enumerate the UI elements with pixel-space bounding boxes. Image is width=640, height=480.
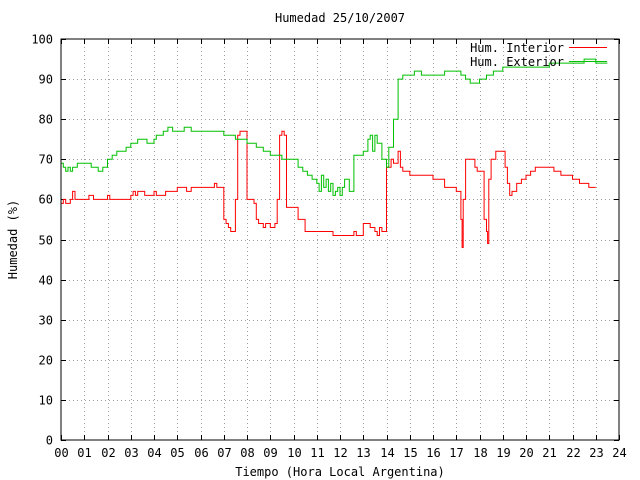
x-axis-label: Tiempo (Hora Local Argentina) (235, 465, 445, 479)
x-tick-label: 20 (519, 446, 533, 460)
y-tick-label: 100 (31, 33, 53, 47)
y-tick-label: 70 (39, 153, 53, 167)
x-tick-label: 06 (194, 446, 208, 460)
y-tick-label: 0 (46, 434, 53, 448)
grid-lines (61, 39, 619, 440)
data-lines (61, 58, 608, 248)
x-tick-label: 18 (473, 446, 487, 460)
y-tick-label: 60 (39, 193, 53, 207)
x-tick-label: 23 (589, 446, 603, 460)
series-line-exterior (61, 58, 608, 196)
x-tick-label: 00 (54, 446, 68, 460)
y-axis-label: Humedad (%) (6, 200, 20, 279)
y-tick-label: 50 (39, 234, 53, 248)
x-tick-label: 01 (77, 446, 91, 460)
x-tick-label: 08 (240, 446, 254, 460)
x-tick-label: 05 (170, 446, 184, 460)
x-tick-label: 04 (147, 446, 161, 460)
x-tick-label: 24 (612, 446, 626, 460)
x-tick-label: 02 (101, 446, 115, 460)
y-tick-label: 80 (39, 113, 53, 127)
legend-label-interior: Hum. Interior (470, 41, 564, 55)
y-tick-label: 90 (39, 73, 53, 87)
x-tick-label: 03 (124, 446, 138, 460)
x-tick-label: 17 (449, 446, 463, 460)
x-tick-label: 15 (403, 446, 417, 460)
y-tick-label: 30 (39, 314, 53, 328)
x-tick-label: 10 (287, 446, 301, 460)
legend: Hum. Interior Hum. Exterior (470, 41, 607, 69)
y-tick-label: 40 (39, 274, 53, 288)
x-tick-label: 19 (496, 446, 510, 460)
x-tick-label: 11 (310, 446, 324, 460)
x-tick-label: 16 (426, 446, 440, 460)
chart-title: Humedad 25/10/2007 (275, 11, 405, 25)
x-tick-label: 14 (380, 446, 394, 460)
x-tick-label: 13 (356, 446, 370, 460)
x-tick-label: 22 (566, 446, 580, 460)
series-line-interior (61, 130, 596, 248)
x-tick-labels: 00 01 02 03 04 05 06 07 08 09 10 11 12 13 14 15 16 17 18 19… (54, 446, 626, 460)
x-tick-label: 09 (263, 446, 277, 460)
x-tick-label: 07 (217, 446, 231, 460)
x-tick-label: 21 (542, 446, 556, 460)
y-tick-labels: 0 10 20 30 40 50 60 70 80 90 100 (31, 33, 53, 448)
y-tick-label: 10 (39, 394, 53, 408)
y-tick-label: 20 (39, 354, 53, 368)
x-tick-label: 12 (333, 446, 347, 460)
plot-frame (60, 38, 620, 441)
legend-label-exterior: Hum. Exterior (470, 55, 564, 69)
